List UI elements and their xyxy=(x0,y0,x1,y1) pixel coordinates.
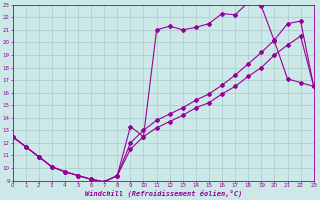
X-axis label: Windchill (Refroidissement éolien,°C): Windchill (Refroidissement éolien,°C) xyxy=(84,190,242,197)
